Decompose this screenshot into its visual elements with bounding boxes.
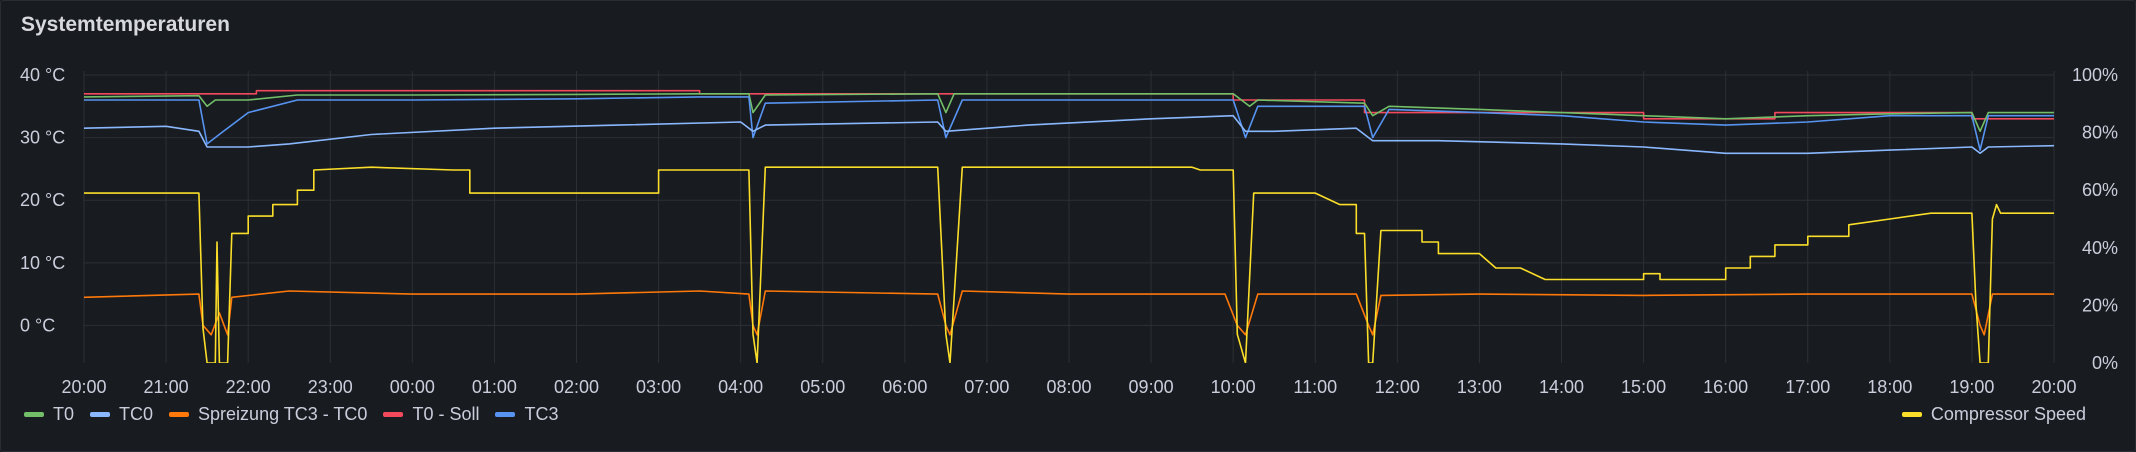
legend-label: TC3	[524, 404, 559, 424]
series-line-spreizung-tc3-tc0	[84, 290, 2054, 336]
legend-swatch	[169, 412, 190, 417]
legend-swatch	[24, 412, 44, 417]
legend-item[interactable]: T0	[24, 404, 74, 425]
x-tick-label: 08:00	[1046, 377, 1091, 397]
legend-swatch	[495, 412, 516, 417]
x-tick-label: 17:00	[1785, 377, 1830, 397]
y-left-tick-label: 0 °C	[20, 315, 55, 335]
x-tick-label: 20:00	[61, 377, 106, 397]
legend-swatch	[1901, 412, 1922, 417]
x-tick-label: 12:00	[1375, 377, 1420, 397]
legend-item[interactable]: Compressor Speed	[1901, 404, 2086, 425]
y-left-tick-label: 30 °C	[20, 128, 65, 148]
x-tick-label: 00:00	[390, 377, 435, 397]
series-line-tc0	[84, 114, 2054, 155]
x-tick-label: 14:00	[1539, 377, 1584, 397]
legend-left: T0 TC0 Spreizung TC3 - TC0 T0 - Soll TC3	[24, 404, 575, 425]
legend-label: Compressor Speed	[1930, 404, 2086, 424]
legend-swatch	[90, 412, 111, 417]
legend-item[interactable]: TC3	[495, 404, 559, 425]
x-tick-label: 20:00	[2031, 377, 2076, 397]
x-tick-label: 19:00	[1949, 377, 1994, 397]
series-line-t0	[84, 93, 2054, 133]
x-tick-label: 15:00	[1621, 377, 1666, 397]
x-tick-label: 10:00	[1211, 377, 1256, 397]
y-left-tick-label: 40 °C	[20, 65, 65, 85]
x-tick-label: 01:00	[472, 377, 517, 397]
y-left-tick-label: 20 °C	[20, 190, 65, 210]
legend-label: T0 - Soll	[412, 404, 480, 424]
legend-label: Spreizung TC3 - TC0	[198, 404, 368, 424]
legend-swatch	[383, 412, 404, 417]
legend-label: TC0	[119, 404, 154, 424]
y-right-tick-label: 100%	[2072, 65, 2118, 85]
legend-right: Compressor Speed	[1901, 404, 2102, 425]
series-line-compressor-speed	[84, 166, 2054, 363]
y-right-tick-label: 0%	[2092, 353, 2118, 373]
legend-item[interactable]: Spreizung TC3 - TC0	[169, 404, 367, 425]
x-tick-label: 22:00	[226, 377, 271, 397]
x-tick-label: 18:00	[1867, 377, 1912, 397]
x-tick-label: 04:00	[718, 377, 763, 397]
panel-title: Systemtemperaturen	[21, 13, 230, 36]
grid	[83, 71, 2055, 363]
y-right-tick-label: 40%	[2082, 238, 2118, 258]
x-tick-label: 11:00	[1293, 377, 1337, 397]
x-tick-label: 16:00	[1703, 377, 1748, 397]
x-tick-label: 21:00	[144, 377, 189, 397]
x-tick-label: 05:00	[800, 377, 845, 397]
y-right-tick-label: 60%	[2082, 180, 2118, 200]
y-left-tick-label: 10 °C	[20, 253, 65, 273]
series-lines	[84, 89, 2054, 363]
x-tick-label: 07:00	[964, 377, 1009, 397]
x-tick-label: 06:00	[882, 377, 927, 397]
series-line-tc3	[84, 96, 2054, 151]
x-tick-label: 03:00	[636, 377, 681, 397]
legend-item[interactable]: TC0	[90, 404, 153, 425]
x-tick-label: 13:00	[1457, 377, 1502, 397]
legend-item[interactable]: T0 - Soll	[383, 404, 479, 425]
legend-label: T0	[53, 404, 75, 424]
x-tick-label: 09:00	[1129, 377, 1174, 397]
y-right-tick-label: 80%	[2082, 123, 2118, 143]
x-tick-label: 23:00	[308, 377, 353, 397]
x-tick-label: 02:00	[554, 377, 599, 397]
y-right-tick-label: 20%	[2082, 295, 2118, 315]
